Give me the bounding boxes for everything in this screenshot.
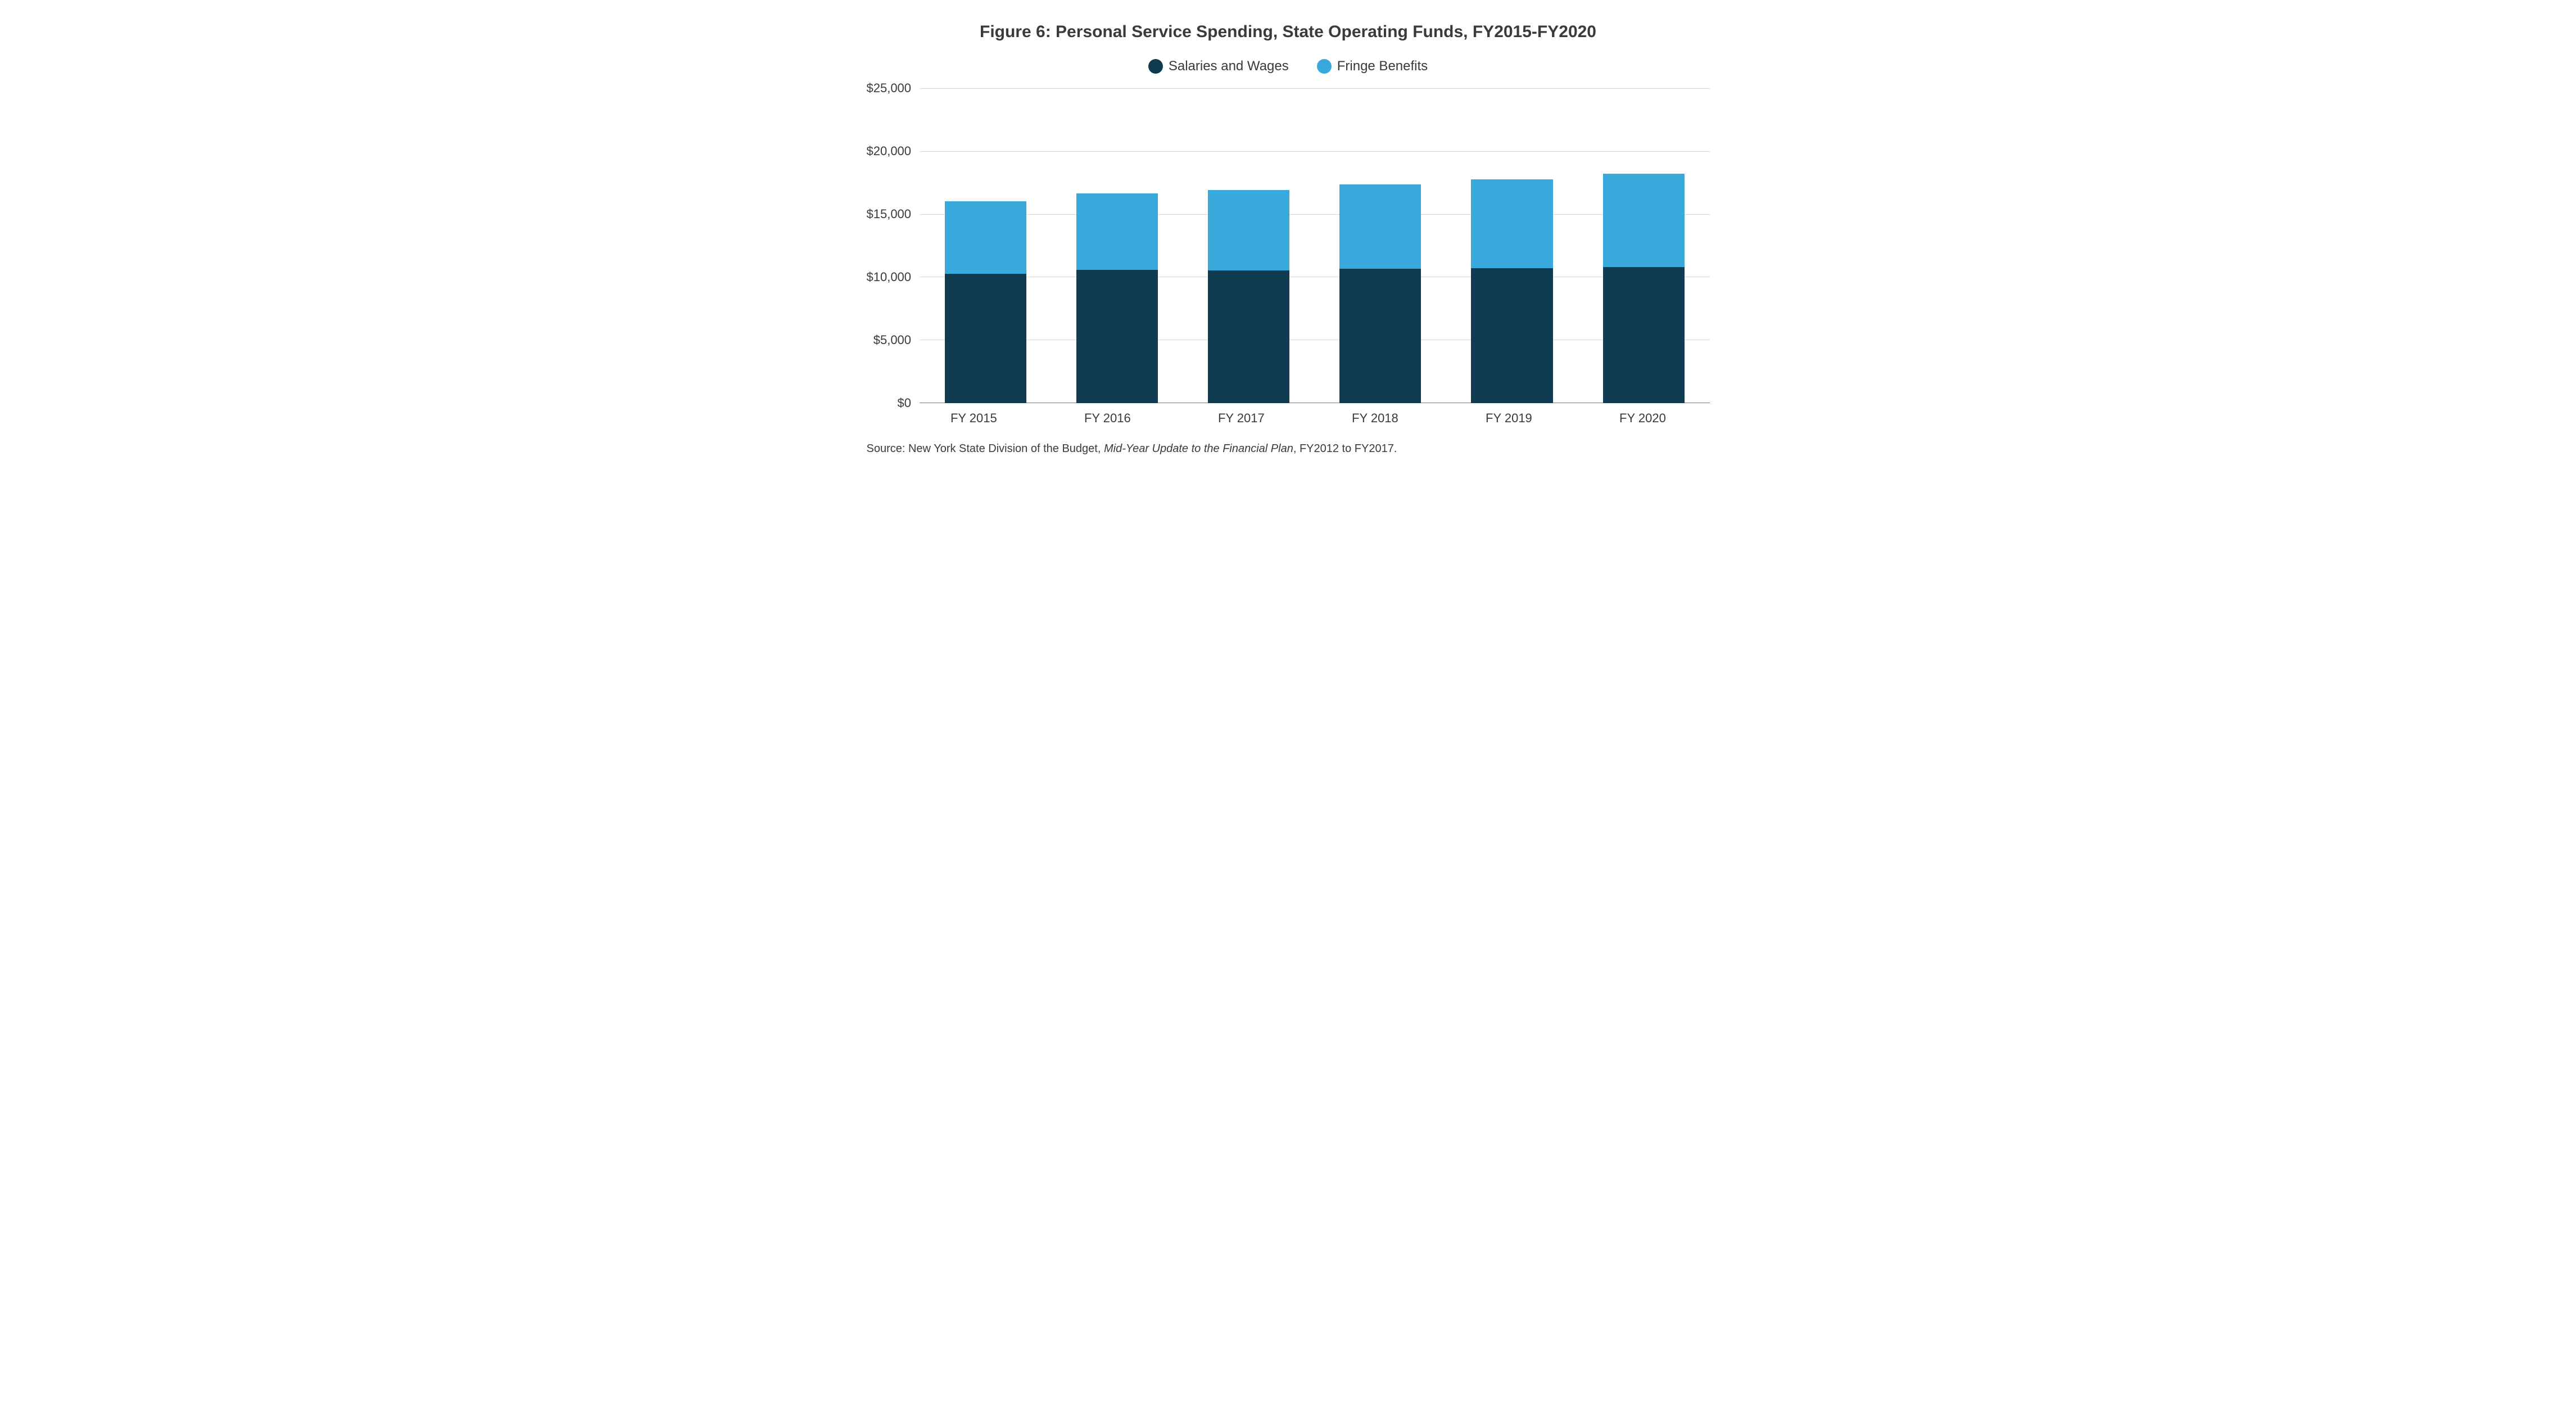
bar-segment — [1076, 193, 1158, 270]
bar — [1603, 88, 1685, 403]
legend-item: Fringe Benefits — [1317, 58, 1428, 74]
source-prefix: Source: New York State Division of the B… — [867, 442, 1104, 455]
bar-segment — [945, 274, 1026, 403]
legend-label: Salaries and Wages — [1169, 58, 1289, 74]
x-tick-label: FY 2018 — [1308, 411, 1442, 426]
legend-label: Fringe Benefits — [1337, 58, 1428, 74]
source-italic: Mid-Year Update to the Financial Plan — [1104, 442, 1293, 455]
bar-slot — [1446, 88, 1578, 403]
plot-wrap: $25,000$20,000$15,000$10,000$5,000$0 — [867, 88, 1710, 403]
bar-slot — [1051, 88, 1183, 403]
bars-row — [920, 88, 1709, 403]
bar-segment — [1471, 268, 1552, 403]
legend-item: Salaries and Wages — [1148, 58, 1289, 74]
legend-swatch — [1148, 59, 1163, 74]
x-tick-label: FY 2015 — [907, 411, 1040, 426]
bar-segment — [1339, 269, 1421, 403]
bar-slot — [1315, 88, 1446, 403]
x-tick-label: FY 2019 — [1442, 411, 1576, 426]
bar-segment — [1076, 270, 1158, 403]
bar — [1208, 88, 1289, 403]
x-tick-label: FY 2017 — [1174, 411, 1308, 426]
bar — [1471, 88, 1552, 403]
legend-swatch — [1317, 59, 1332, 74]
x-axis: FY 2015FY 2016FY 2017FY 2018FY 2019FY 20… — [907, 411, 1709, 426]
source-line: Source: New York State Division of the B… — [867, 442, 1710, 455]
bar-segment — [1208, 270, 1289, 403]
x-tick-label: FY 2016 — [1040, 411, 1174, 426]
bar-segment — [1208, 190, 1289, 270]
bar-slot — [920, 88, 1051, 403]
bar — [945, 88, 1026, 403]
bar-segment — [945, 201, 1026, 274]
plot-area — [919, 88, 1709, 403]
y-axis: $25,000$20,000$15,000$10,000$5,000$0 — [867, 88, 920, 403]
chart-container: Figure 6: Personal Service Spending, Sta… — [867, 22, 1710, 455]
bar-slot — [1578, 88, 1709, 403]
bar — [1339, 88, 1421, 403]
bar — [1076, 88, 1158, 403]
bar-segment — [1603, 267, 1685, 403]
legend: Salaries and Wages Fringe Benefits — [867, 58, 1710, 74]
bar-segment — [1339, 184, 1421, 269]
chart-title: Figure 6: Personal Service Spending, Sta… — [867, 22, 1710, 42]
x-tick-label: FY 2020 — [1576, 411, 1709, 426]
bar-segment — [1471, 179, 1552, 268]
bar-segment — [1603, 174, 1685, 267]
bar-slot — [1183, 88, 1315, 403]
source-suffix: , FY2012 to FY2017. — [1293, 442, 1397, 455]
x-axis-wrap: $25,000$20,000$15,000$10,000$5,000$0 FY … — [867, 403, 1710, 426]
